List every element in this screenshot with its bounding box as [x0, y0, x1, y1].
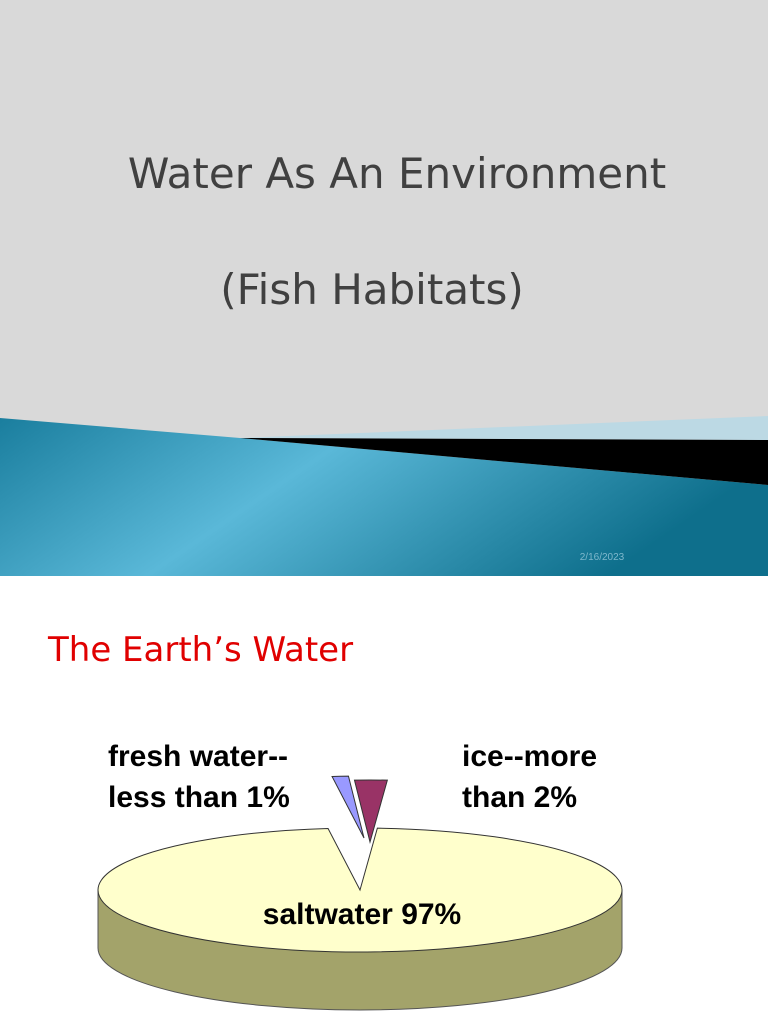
slide-subtitle: (Fish Habitats) [220, 265, 524, 314]
band-light [240, 416, 768, 440]
band-dark [240, 438, 768, 485]
date: 2/16/2023 [580, 552, 625, 563]
value-label: less than 1% [108, 781, 290, 814]
pie-slice [331, 775, 365, 839]
band [0, 418, 768, 576]
chart-title: The Earth’s Water [47, 630, 353, 670]
slide-title: Water As An Environment [128, 149, 666, 198]
label: saltwater [263, 898, 393, 931]
pie [97, 775, 623, 1011]
pie-slice [353, 779, 389, 844]
value-label: than 2% [462, 781, 577, 814]
pie-slice [97, 827, 623, 953]
slice-label: saltwater 97% [263, 898, 461, 931]
value-label: 97% [401, 898, 461, 931]
label: ice--more [462, 740, 597, 773]
label: fresh water-- [108, 740, 288, 773]
